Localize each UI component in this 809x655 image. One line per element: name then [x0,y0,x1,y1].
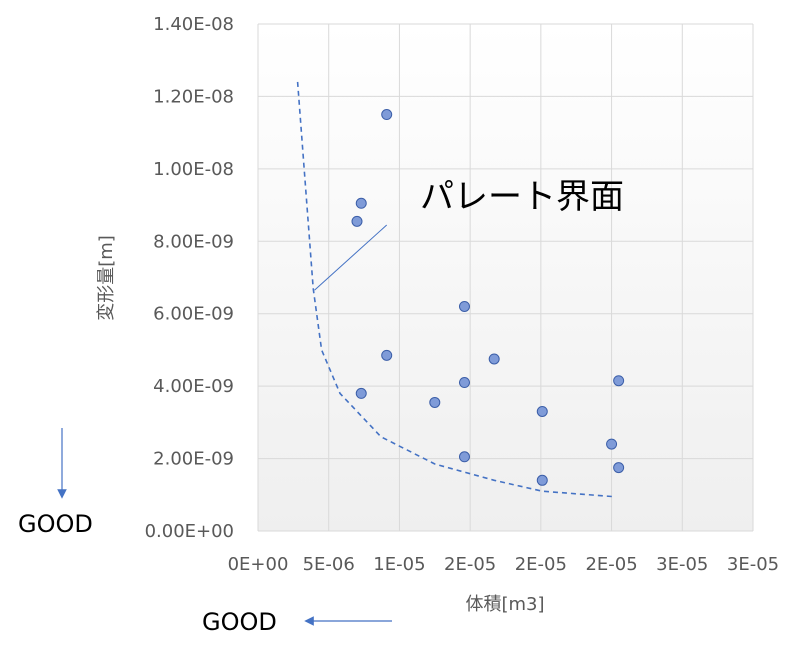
pareto-boundary-line [296,81,614,498]
y-tick-label: 0.00E+00 [145,521,234,542]
data-point [355,197,367,209]
y-tick-label: 1.00E-08 [153,159,234,180]
y-axis-title: 変形量[m] [96,235,117,321]
x-tick-label: 5E-06 [303,554,355,575]
data-point [536,474,548,486]
data-point [458,377,470,389]
pareto-boundary [296,81,614,498]
x-tick-label: 3E-05 [727,554,779,575]
y-tick-label: 1.20E-08 [153,86,234,107]
good-label-horizontal: GOOD [202,608,277,636]
x-tick-label: 1E-05 [373,554,425,575]
y-tick-label: 6.00E-09 [153,304,234,325]
x-axis-title: 体積[m3] [465,594,544,615]
x-tick-labels: 0E+00 5E-06 1E-05 2E-05 2E-05 2E-05 3E-05 3E-05 [228,554,780,575]
data-point [488,353,500,365]
data-point [458,300,470,312]
data-point [536,405,548,417]
data-point [381,109,393,121]
y-tick-label: 1.40E-08 [153,14,234,35]
annotation-pointer-line [314,224,388,291]
y-tick-labels: 0.00E+00 2.00E-09 4.00E-09 6.00E-09 8.00E-09… [145,14,234,542]
plot-area [258,24,753,531]
data-point [381,349,393,361]
annotation-label: パレート界面 [420,177,624,217]
data-point [458,451,470,463]
x-tick-label: 3E-05 [656,554,708,575]
data-point [351,215,363,227]
good-label-vertical: GOOD [18,510,93,538]
x-tick-label: 0E+00 [228,554,289,575]
x-tick-label: 2E-05 [515,554,567,575]
y-tick-label: 4.00E-09 [153,376,234,397]
data-point [613,375,625,387]
data-points [351,109,625,486]
x-tick-label: 2E-05 [444,554,496,575]
data-point [613,462,625,474]
data-point [429,396,441,408]
data-point [355,387,367,399]
x-tick-label: 2E-05 [585,554,637,575]
y-tick-label: 8.00E-09 [153,231,234,252]
data-point [606,438,618,450]
y-tick-label: 2.00E-09 [153,449,234,470]
